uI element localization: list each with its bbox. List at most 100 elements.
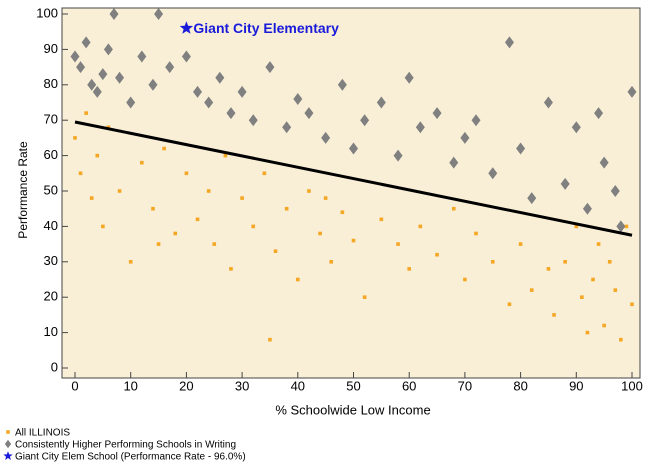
point [585,330,590,335]
point [599,156,609,169]
legend-label: All ILLINOIS [15,428,70,439]
point [117,189,122,193]
point [516,142,526,155]
point [582,202,592,215]
point [518,242,523,246]
point [240,196,244,200]
x-tick-label: 80 [513,378,527,393]
point [73,136,77,140]
point [321,131,331,144]
legend-marker [4,439,12,449]
point [165,61,175,74]
point [435,252,439,257]
point [563,260,567,264]
point [137,50,147,63]
point [284,206,289,211]
point [237,85,247,98]
point [148,78,158,91]
point [81,36,91,49]
point [418,224,423,229]
point [206,189,211,193]
y-axis-label: Performance Rate [16,141,30,239]
legend-label: Consistently Higher Performing Schools i… [15,440,236,451]
point [109,8,119,20]
point [351,238,356,243]
x-axis-label: % Schoolwide Low Income [275,402,430,417]
point [574,224,579,229]
point [393,149,403,162]
point [591,277,595,282]
point [471,114,481,127]
point [627,85,637,98]
point [407,267,411,271]
point [268,337,272,342]
point [527,192,537,205]
point [602,323,606,328]
point [215,71,225,84]
point [329,260,334,264]
point [193,85,203,98]
point [323,196,328,200]
point [273,249,278,253]
point [195,217,200,222]
point [293,92,303,105]
point [248,114,258,127]
point [184,171,189,176]
point [490,260,495,264]
point [460,131,470,144]
point [613,288,618,292]
point [451,206,456,211]
y-tick-label: 100 [36,5,58,20]
plot-area [61,7,641,379]
y-tick-label: 0 [51,359,58,374]
legend-marker [3,451,13,460]
point [349,142,358,155]
x-tick-label: 10 [123,378,137,393]
point [181,50,191,63]
point [92,85,102,98]
y-tick-label: 90 [44,41,58,56]
point [87,78,97,91]
x-tick-label: 30 [235,378,249,393]
x-tick-label: 40 [291,378,305,393]
y-tick-label: 10 [44,324,58,339]
point [173,231,178,236]
point [337,78,347,91]
point [488,167,498,180]
point [95,153,100,158]
point [296,277,300,282]
point [84,111,88,115]
point [76,61,86,74]
point [179,21,194,34]
point [546,267,551,271]
point [212,242,217,246]
point [619,337,623,342]
point [304,107,314,120]
point [594,107,604,120]
point [571,121,581,134]
point [98,68,108,81]
point [78,171,83,176]
point [596,242,601,246]
x-tick-label: 60 [402,378,416,393]
point [89,196,94,200]
point [340,210,345,215]
point [529,288,534,292]
y-tick-label: 20 [44,289,58,304]
point [251,224,256,229]
point [101,224,105,229]
point [379,217,384,222]
point [396,242,400,246]
y-tick-label: 80 [44,76,58,91]
point [128,260,133,264]
point [616,220,626,233]
y-tick-label: 50 [44,182,58,197]
x-tick-label: 100 [621,378,643,393]
point [362,295,367,299]
point [360,114,370,127]
point [432,107,442,120]
point [449,156,459,169]
point [140,160,144,165]
